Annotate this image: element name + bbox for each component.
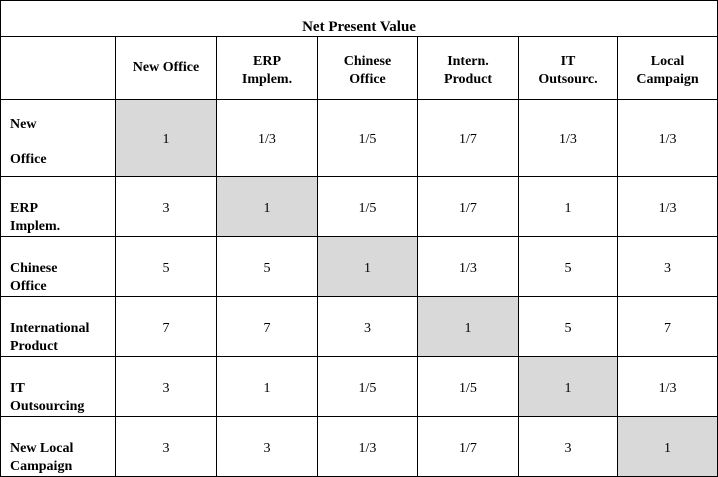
table-cell: 1/5 (317, 356, 418, 417)
table-cell: 1 (216, 176, 318, 237)
table-row: ERP Implem. 3 1 1/5 1/7 1 1/3 (0, 176, 718, 237)
table-cell: 1/5 (417, 356, 519, 417)
table-cell: 3 (216, 416, 318, 477)
table-cell: 3 (115, 176, 217, 237)
table-cell: 7 (216, 296, 318, 357)
table-cell: 1/3 (417, 236, 519, 297)
row-header-international-product: International Product (0, 296, 116, 357)
table-row: Chinese Office 5 5 1 1/3 5 3 (0, 236, 718, 297)
table-row: New Local Campaign 3 3 1/3 1/7 3 1 (0, 416, 718, 477)
row-header-line: New Local (10, 441, 74, 456)
row-header-line: Outsourcing (10, 399, 85, 414)
table-cell: 5 (518, 296, 618, 357)
table-cell: 3 (115, 416, 217, 477)
table-cell: 1/3 (216, 99, 318, 177)
table-cell: 1/3 (317, 416, 418, 477)
column-header-line: Campaign (636, 72, 699, 87)
column-header-line: IT (560, 54, 576, 69)
table-row: IT Outsourcing 3 1 1/5 1/5 1 1/3 (0, 356, 718, 417)
row-header-new-office: New Office (0, 99, 116, 177)
table-cell: 1/5 (317, 99, 418, 177)
row-header-line: Implem. (10, 219, 61, 234)
column-header-line: Office (349, 72, 386, 87)
table-cell: 1/3 (518, 99, 618, 177)
column-header-chinese-office: Chinese Office (317, 36, 418, 100)
column-header-line: Chinese (343, 54, 392, 69)
table-cell: 3 (518, 416, 618, 477)
table-cell: 3 (317, 296, 418, 357)
table-cell: 1/7 (417, 416, 519, 477)
table-cell: 1 (518, 176, 618, 237)
column-header-line: Implem. (241, 72, 293, 87)
column-header-intern-product: Intern. Product (417, 36, 519, 100)
row-header-line: ERP (10, 201, 38, 216)
row-header-line: Office (10, 152, 47, 167)
table-cell: 1 (417, 296, 519, 357)
column-header-line: ERP (253, 54, 281, 69)
column-header-line: Product (444, 72, 492, 87)
column-header-line: Outsourc. (538, 72, 598, 87)
table-cell: 5 (216, 236, 318, 297)
corner-cell (0, 36, 116, 100)
column-header-line: Intern. (447, 54, 489, 69)
table-cell: 1/3 (616, 99, 718, 177)
table-cell: 5 (115, 236, 217, 297)
row-header-new-local-campaign: New Local Campaign (0, 416, 116, 477)
row-header-line: IT (10, 381, 25, 396)
row-header-it-outsourcing: IT Outsourcing (0, 356, 116, 417)
table-cell: 1/7 (417, 99, 519, 177)
table-cell: 1 (518, 356, 618, 417)
row-header-erp: ERP Implem. (0, 176, 116, 237)
column-header-local-campaign: Local Campaign (616, 36, 718, 100)
table-cell: 1 (616, 416, 718, 477)
row-header-chinese-office: Chinese Office (0, 236, 116, 297)
table-cell: 1 (317, 236, 418, 297)
column-header-new-office: New Office (115, 36, 217, 100)
row-header-line: Product (10, 339, 58, 354)
table-cell: 5 (518, 236, 618, 297)
table-cell: 1/7 (417, 176, 519, 237)
row-header-line: International (10, 321, 90, 336)
table-cell: 1/3 (616, 176, 718, 237)
row-header-line: Campaign (10, 459, 73, 474)
table-cell: 1 (115, 99, 217, 177)
table-cell: 1/5 (317, 176, 418, 237)
table-row: International Product 7 7 3 1 5 7 (0, 296, 718, 357)
row-header-line: New (10, 117, 37, 132)
table-cell: 3 (616, 236, 718, 297)
column-header-line: Local (650, 54, 685, 69)
row-header-line: Chinese (10, 261, 58, 276)
column-header-it-outsourc: IT Outsourc. (518, 36, 618, 100)
table-cell: 3 (115, 356, 217, 417)
column-header-erp: ERP Implem. (216, 36, 318, 100)
table-cell: 7 (616, 296, 718, 357)
table-title: Net Present Value (0, 0, 718, 37)
row-header-line: Office (10, 279, 47, 294)
table-cell: 1 (216, 356, 318, 417)
table-cell: 7 (115, 296, 217, 357)
table-cell: 1/3 (616, 356, 718, 417)
column-header-line: New Office (132, 60, 200, 75)
table-row: New Office 1 1/3 1/5 1/7 1/3 1/3 (0, 99, 718, 177)
